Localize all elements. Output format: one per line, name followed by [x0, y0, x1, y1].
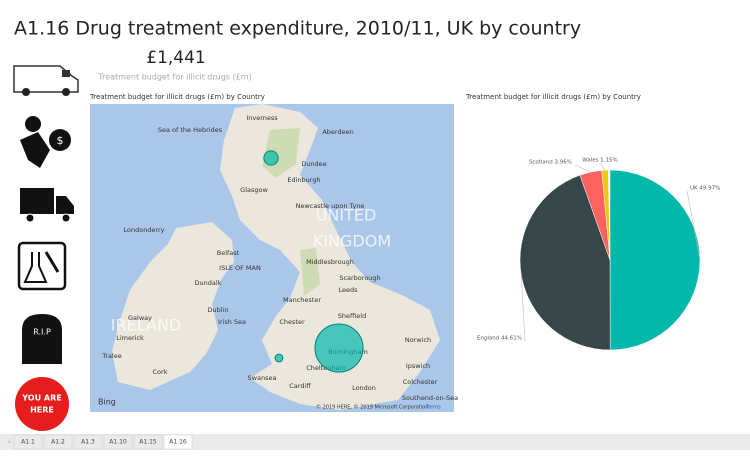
map-label: Belfast	[217, 249, 240, 257]
map-label: Inverness	[246, 114, 278, 122]
card-label: Treatment budget for illicit drugs (£m)	[97, 73, 251, 82]
tab[interactable]	[43, 434, 73, 450]
van-icon	[13, 65, 79, 96]
tab-label[interactable]: A1.15	[139, 439, 157, 446]
map-bubble	[314, 323, 364, 373]
map-label: Dundalk	[195, 279, 222, 287]
pie-label: Scotland 3.96%	[529, 160, 572, 166]
pie-label: UK 49.97%	[690, 186, 720, 192]
tab[interactable]	[73, 434, 103, 450]
tab-label[interactable]: A1.1	[21, 439, 35, 446]
map-bubble	[263, 150, 279, 166]
map-label: Aberdeen	[322, 128, 353, 136]
here-text: YOU ARE	[21, 394, 61, 403]
tab[interactable]	[133, 434, 163, 450]
svg-text:$: $	[57, 134, 64, 147]
map-label: Chester	[279, 318, 305, 326]
map-label: Ipswich	[406, 362, 430, 370]
map-label: Norwich	[405, 336, 431, 344]
map-label: Limerick	[116, 334, 144, 342]
pie-slice	[609, 169, 701, 351]
card-value: £1,441	[146, 48, 205, 68]
map-label: Leeds	[338, 286, 358, 294]
tab-label[interactable]: A1.2	[51, 439, 65, 446]
map	[90, 104, 454, 412]
map-label: Swansea	[248, 374, 277, 382]
here-text: HERE	[30, 406, 54, 415]
tab[interactable]	[13, 434, 43, 450]
map-label: Glasgow	[240, 186, 268, 194]
map-label: IRELAND	[111, 316, 181, 335]
map-label: Southend-on-Sea	[402, 394, 458, 402]
map-label: Dundee	[301, 160, 326, 168]
map-label: Manchester	[283, 296, 321, 304]
flask-icon	[17, 241, 67, 291]
you-are-here-icon: YOU ARE HERE	[15, 377, 69, 431]
map-label: Cork	[153, 368, 168, 376]
tab[interactable]	[103, 434, 133, 450]
map-label: ISLE OF MAN	[219, 264, 261, 272]
tab-label[interactable]: A1.3	[81, 439, 95, 446]
map-label: Londonderry	[123, 226, 164, 234]
pie-label: England 44.61%	[477, 336, 522, 342]
bing-logo: Bing	[98, 398, 116, 407]
pie-label: Wales 1.15%	[582, 158, 617, 164]
thief-icon: $	[20, 116, 71, 168]
map-label: Cardiff	[289, 382, 311, 390]
map-label: Galway	[128, 314, 152, 322]
map-label: Colchester	[403, 378, 438, 386]
leader-line	[574, 164, 591, 173]
leader-line	[686, 190, 701, 260]
truck-icon	[20, 188, 74, 223]
map-bubble	[274, 353, 284, 363]
map-label: Edinburgh	[287, 176, 320, 184]
tab[interactable]	[163, 434, 193, 450]
tab-arrow: ‹	[8, 439, 10, 446]
leader-line	[599, 162, 606, 171]
map-label: Tralee	[101, 352, 121, 360]
pie-title: Treatment budget for illicit drugs (£m) …	[465, 93, 641, 101]
map-label: Scarborough	[339, 274, 380, 282]
map-label: UNITED	[316, 206, 377, 225]
map-label: London	[352, 384, 376, 392]
tab-label[interactable]: A1.16	[169, 439, 187, 446]
tombstone-icon: R.I.P	[22, 314, 62, 364]
tab-label[interactable]: A1.10	[109, 439, 127, 446]
map-label: Sheffield	[338, 312, 366, 320]
map-label: Dublin	[208, 306, 229, 314]
map-copyright: © 2019 HERE, © 2019 Microsoft Corporatio…	[316, 404, 428, 411]
map-label: Newcastle upon Tyne	[296, 202, 365, 210]
page-title: A1.16 Drug treatment expenditure, 2010/1…	[14, 18, 581, 40]
map-label: Irish Sea	[218, 318, 246, 326]
tombstone-text: R.I.P	[33, 328, 51, 337]
map-title: Treatment budget for illicit drugs (£m) …	[89, 93, 265, 101]
map-label: Middlesbrough	[306, 258, 354, 266]
map-label: KINGDOM	[313, 232, 391, 251]
map-terms[interactable]: Terms	[425, 405, 441, 411]
leader-line	[521, 275, 526, 342]
map-label: Sea of the Hebrides	[158, 126, 223, 134]
